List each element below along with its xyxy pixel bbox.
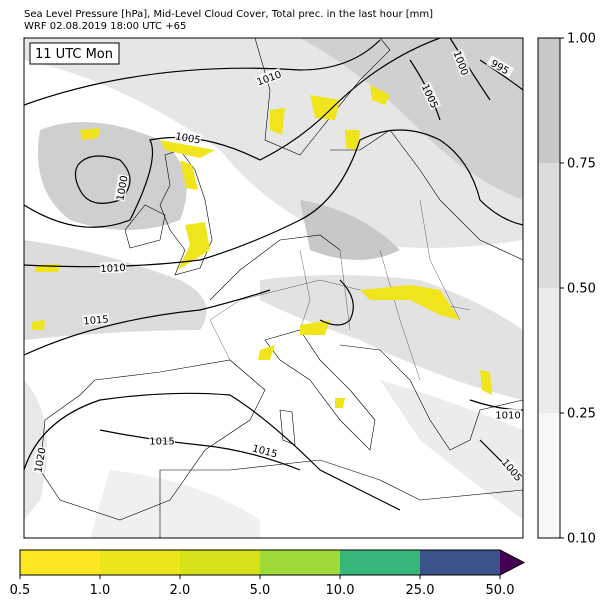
- colorbar-tick-label: 2.0: [170, 583, 191, 598]
- colorbar-tick-label: 5.0: [250, 583, 271, 598]
- colorbar-band: [538, 163, 560, 288]
- colorbar-tick-label: 0.10: [567, 532, 596, 547]
- contour-label-bg: [419, 81, 441, 110]
- precipitation: [32, 85, 492, 408]
- colorbar-band: [20, 550, 100, 575]
- contour-label-bg: [451, 48, 472, 77]
- time-label: 11 UTC Mon: [35, 47, 113, 62]
- contour-label: 1015: [83, 314, 109, 327]
- cloud-colorbar: 0.10 0.25 0.50 0.75 1.00: [537, 32, 596, 547]
- colorbar-tick-label: 0.5: [10, 583, 31, 598]
- contour-label-bg: [113, 174, 130, 202]
- colorbar-tick-label: 10.0: [326, 583, 355, 598]
- colorbar-tick-label: 25.0: [406, 583, 435, 598]
- colorbar-band: [538, 38, 560, 163]
- colorbar-tick-label: 50.0: [486, 583, 515, 598]
- coastlines: [39, 38, 523, 538]
- contour-label: 1010: [100, 263, 126, 275]
- contour-label-bg: [99, 261, 127, 274]
- colorbar-band: [180, 550, 260, 575]
- colorbar-tick-label: 0.50: [567, 282, 596, 297]
- colorbar-tick-label: 0.25: [567, 407, 596, 422]
- colorbar-band: [260, 550, 340, 575]
- colorbar-tick-label: 1.00: [567, 32, 596, 47]
- contour-label-bg: [31, 446, 48, 474]
- contour-label: 1010: [495, 411, 520, 422]
- colorbar-tick-label: 0.75: [567, 157, 596, 172]
- colorbar-extend: [500, 550, 524, 575]
- title: Sea Level Pressure [hPa], Mid-Level Clou…: [24, 9, 433, 20]
- contour-label: 1005: [174, 131, 201, 146]
- colorbar-band: [538, 288, 560, 413]
- contour-label-bg: [174, 129, 202, 146]
- contour-label-bg: [254, 67, 283, 88]
- contour-label: 1020: [33, 447, 48, 474]
- contour-label-bg: [495, 409, 521, 420]
- colorbar-band: [340, 550, 420, 575]
- colorbar-band: [420, 550, 500, 575]
- contour-label-bg: [499, 456, 523, 484]
- colorbar-band: [538, 413, 560, 538]
- contour-label: 1015: [149, 437, 174, 448]
- precip-colorbar: 0.5 1.0 2.0 5.0 10.0 25.0 50.0: [10, 549, 526, 598]
- cloud-cover: [24, 38, 523, 538]
- subtitle: WRF 02.08.2019 18:00 UTC +65: [24, 21, 186, 32]
- contour-label: 1000: [115, 175, 130, 202]
- contour-label-bg: [251, 441, 280, 460]
- colorbar-tick-label: 1.0: [90, 583, 111, 598]
- contour-label-bg: [486, 55, 515, 78]
- colorbar-band: [100, 550, 180, 575]
- contour-label-bg: [149, 435, 175, 446]
- colorbar-frame: [19, 549, 526, 576]
- isobars: [24, 38, 523, 511]
- contour-label-bg: [82, 312, 110, 327]
